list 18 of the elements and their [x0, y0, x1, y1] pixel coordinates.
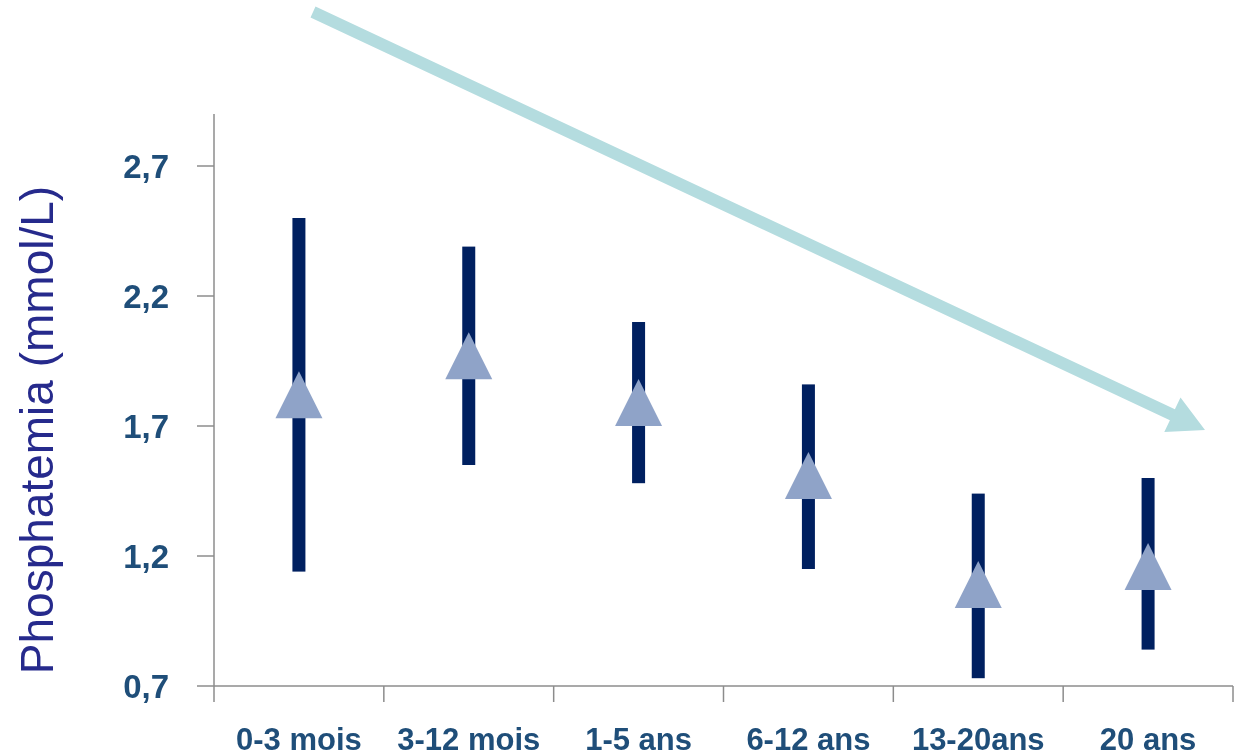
y-tick-label: 0,7: [123, 667, 169, 705]
y-tick-label: 2,2: [123, 277, 169, 315]
point: [445, 332, 493, 380]
x-tick-label: 3-12 mois: [397, 722, 541, 756]
x-tick-label: 0-3 mois: [236, 722, 362, 756]
x-tick-label: 6-12 ans: [746, 722, 871, 756]
x-tick-label: 20 ans: [1099, 722, 1197, 756]
point: [784, 451, 832, 499]
y-tick-label: 1,2: [123, 537, 169, 575]
point: [1124, 542, 1172, 590]
y-axis-title: Phosphatemia (mmol/L): [11, 185, 63, 675]
point: [954, 561, 1002, 609]
y-tick-label: 1,7: [123, 407, 169, 445]
point: [275, 371, 323, 419]
point: [615, 379, 663, 427]
x-tick-label: 1-5 ans: [585, 722, 693, 756]
y-tick-label: 2,7: [123, 147, 169, 185]
x-tick-label: 13-20ans: [911, 722, 1045, 756]
